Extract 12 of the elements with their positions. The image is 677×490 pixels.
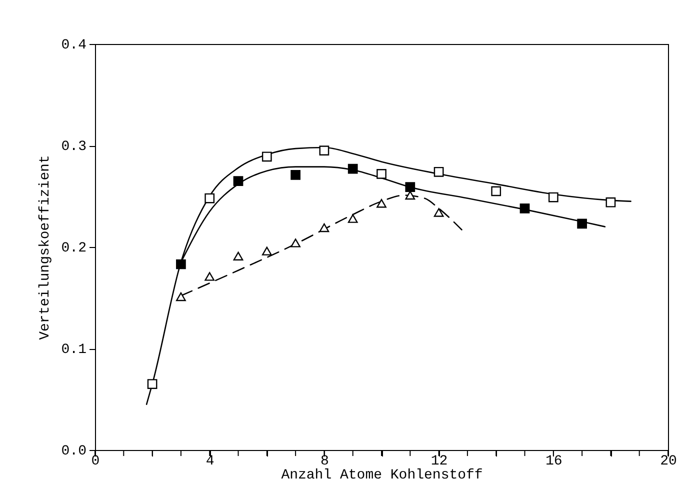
y-tick-label: 0.0 bbox=[61, 444, 86, 460]
x-tick-label: 4 bbox=[206, 454, 214, 470]
y-axis-title: Verteilungskoeffizient bbox=[37, 155, 54, 340]
y-tick-label: 0.2 bbox=[61, 240, 86, 256]
y-tick-label: 0.3 bbox=[61, 139, 86, 155]
x-tick-label: 16 bbox=[545, 454, 562, 470]
x-tick-label: 8 bbox=[320, 454, 329, 470]
x-tick-label: 20 bbox=[660, 454, 677, 470]
y-tick-label: 0.1 bbox=[61, 342, 86, 358]
y-tick-label: 0.4 bbox=[61, 38, 86, 54]
x-tick-label: 12 bbox=[430, 454, 448, 470]
x-axis-title: Anzahl Atome Kohlenstoff bbox=[281, 468, 483, 484]
